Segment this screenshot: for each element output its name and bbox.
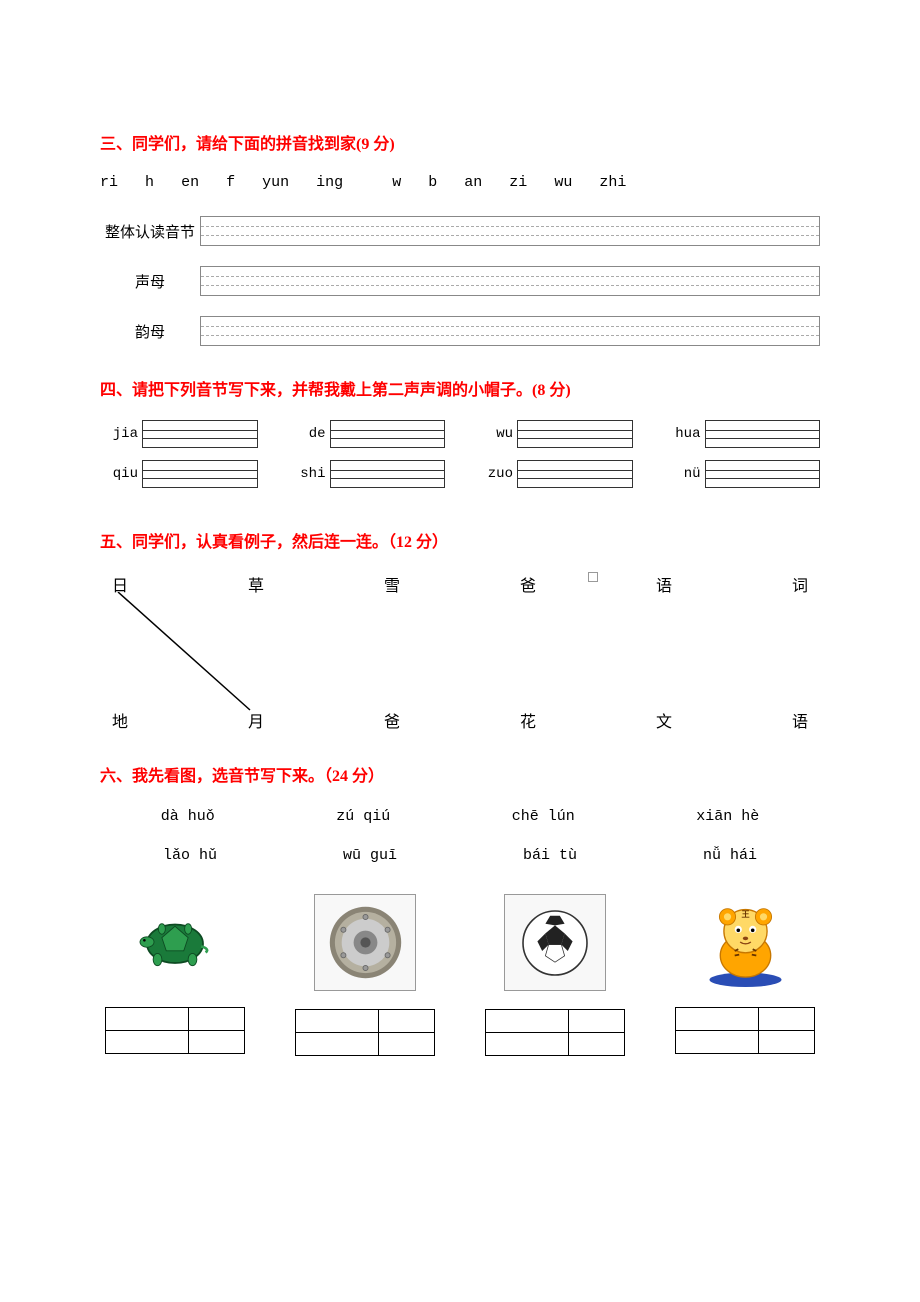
syllable-label: zuo — [475, 466, 517, 482]
pinyin-options-row1: dà huǒ zú qiú chē lún xiān hè — [100, 808, 820, 825]
answer-table[interactable] — [295, 1009, 435, 1056]
soccer-image — [504, 894, 606, 991]
syllable-box[interactable] — [517, 460, 633, 488]
syllable-label: hua — [663, 426, 705, 442]
image-item-wheel — [290, 894, 440, 1056]
pinyin-option: chē lún — [512, 808, 575, 825]
match-bottom-char: 语 — [780, 708, 820, 732]
match-container: 日 草 雪 爸 语 词 地 月 爸 花 文 语 — [100, 572, 820, 732]
syllable-pair: zuo — [475, 460, 633, 488]
pinyin-item: f — [226, 174, 235, 191]
turtle-icon — [130, 907, 220, 977]
syllable-box[interactable] — [705, 420, 821, 448]
pinyin-option: lǎo hǔ — [163, 847, 217, 864]
soccer-icon — [515, 903, 595, 983]
pinyin-option: zú qiú — [336, 808, 390, 825]
tiger-image: 王 — [695, 894, 795, 989]
pinyin-option: nǚ hái — [703, 847, 757, 864]
syllable-pair: jia — [100, 420, 258, 448]
syllable-pair: qiu — [100, 460, 258, 488]
match-bottom-char: 月 — [236, 708, 276, 732]
worksheet-page: 三、同学们，请给下面的拼音找到家(9 分) ri h en f yun ing … — [0, 0, 920, 1096]
wheel-icon — [323, 900, 408, 985]
syllable-box[interactable] — [330, 420, 446, 448]
pinyin-option: bái tù — [523, 847, 577, 864]
syllable-pair: shi — [288, 460, 446, 488]
syllable-box[interactable] — [142, 420, 258, 448]
syllable-box[interactable] — [142, 460, 258, 488]
section3-title: 三、同学们，请给下面的拼音找到家(9 分) — [100, 130, 820, 154]
category-row-whole: 整体认读音节 — [100, 216, 820, 246]
syllable-pair: wu — [475, 420, 633, 448]
image-item-tiger: 王 — [670, 894, 820, 1056]
match-bottom-char: 花 — [508, 708, 548, 732]
pinyin-item: yun — [262, 174, 289, 191]
syllable-label: shi — [288, 466, 330, 482]
pinyin-item: zhi — [599, 174, 626, 191]
pinyin-item: zi — [509, 174, 527, 191]
section6-title: 六、我先看图，选音节写下来。（24 分） — [100, 762, 820, 786]
writing-box[interactable] — [200, 316, 820, 346]
syllable-box[interactable] — [705, 460, 821, 488]
pinyin-item: h — [145, 174, 154, 191]
image-item-soccer — [480, 894, 630, 1056]
writing-box[interactable] — [200, 266, 820, 296]
image-row: 王 — [100, 894, 820, 1056]
syllable-box[interactable] — [517, 420, 633, 448]
syllable-label: de — [288, 426, 330, 442]
image-item-turtle — [100, 894, 250, 1056]
syllable-pair: hua — [663, 420, 821, 448]
syllable-box[interactable] — [330, 460, 446, 488]
syllable-label: qiu — [100, 466, 142, 482]
category-row-finals: 韵母 — [100, 316, 820, 346]
match-bottom-char: 地 — [100, 708, 140, 732]
section4-grid: jia de wu hua qiu shi zuo nü — [100, 420, 820, 488]
category-label: 声母 — [100, 271, 200, 292]
syllable-pair: de — [288, 420, 446, 448]
syllable-label: wu — [475, 426, 517, 442]
pinyin-item: wu — [554, 174, 572, 191]
pinyin-item: ri — [100, 174, 118, 191]
match-bottom-char: 爸 — [372, 708, 412, 732]
syllable-pair: nü — [663, 460, 821, 488]
pinyin-item: w — [392, 174, 401, 191]
tiger-icon: 王 — [698, 897, 793, 987]
match-line-svg — [100, 592, 820, 712]
syllable-label: jia — [100, 426, 142, 442]
pinyin-item: en — [181, 174, 199, 191]
writing-box[interactable] — [200, 216, 820, 246]
category-label: 整体认读音节 — [100, 221, 200, 242]
small-marker-icon — [588, 572, 598, 582]
section4-title: 四、请把下列音节写下来，并帮我戴上第二声声调的小帽子。(8 分) — [100, 376, 820, 400]
section5-title: 五、同学们，认真看例子，然后连一连。（12 分） — [100, 528, 820, 552]
pinyin-item: ing — [316, 174, 343, 191]
category-row-initials: 声母 — [100, 266, 820, 296]
match-bottom-char: 文 — [644, 708, 684, 732]
answer-table[interactable] — [675, 1007, 815, 1054]
answer-table[interactable] — [485, 1009, 625, 1056]
match-row-bottom: 地 月 爸 花 文 语 — [100, 708, 820, 732]
pinyin-option: xiān hè — [696, 808, 759, 825]
syllable-label: nü — [663, 466, 705, 482]
category-label: 韵母 — [100, 321, 200, 342]
pinyin-option: dà huǒ — [161, 808, 215, 825]
svg-text:王: 王 — [741, 909, 749, 918]
wheel-image — [314, 894, 416, 991]
answer-table[interactable] — [105, 1007, 245, 1054]
pinyin-item: an — [464, 174, 482, 191]
pinyin-option: wū guī — [343, 847, 397, 864]
pinyin-options-row2: lǎo hǔ wū guī bái tù nǚ hái — [100, 847, 820, 864]
pinyin-item: b — [428, 174, 437, 191]
turtle-image — [125, 894, 225, 989]
pinyin-list: ri h en f yun ing w b an zi wu zhi — [100, 174, 820, 191]
